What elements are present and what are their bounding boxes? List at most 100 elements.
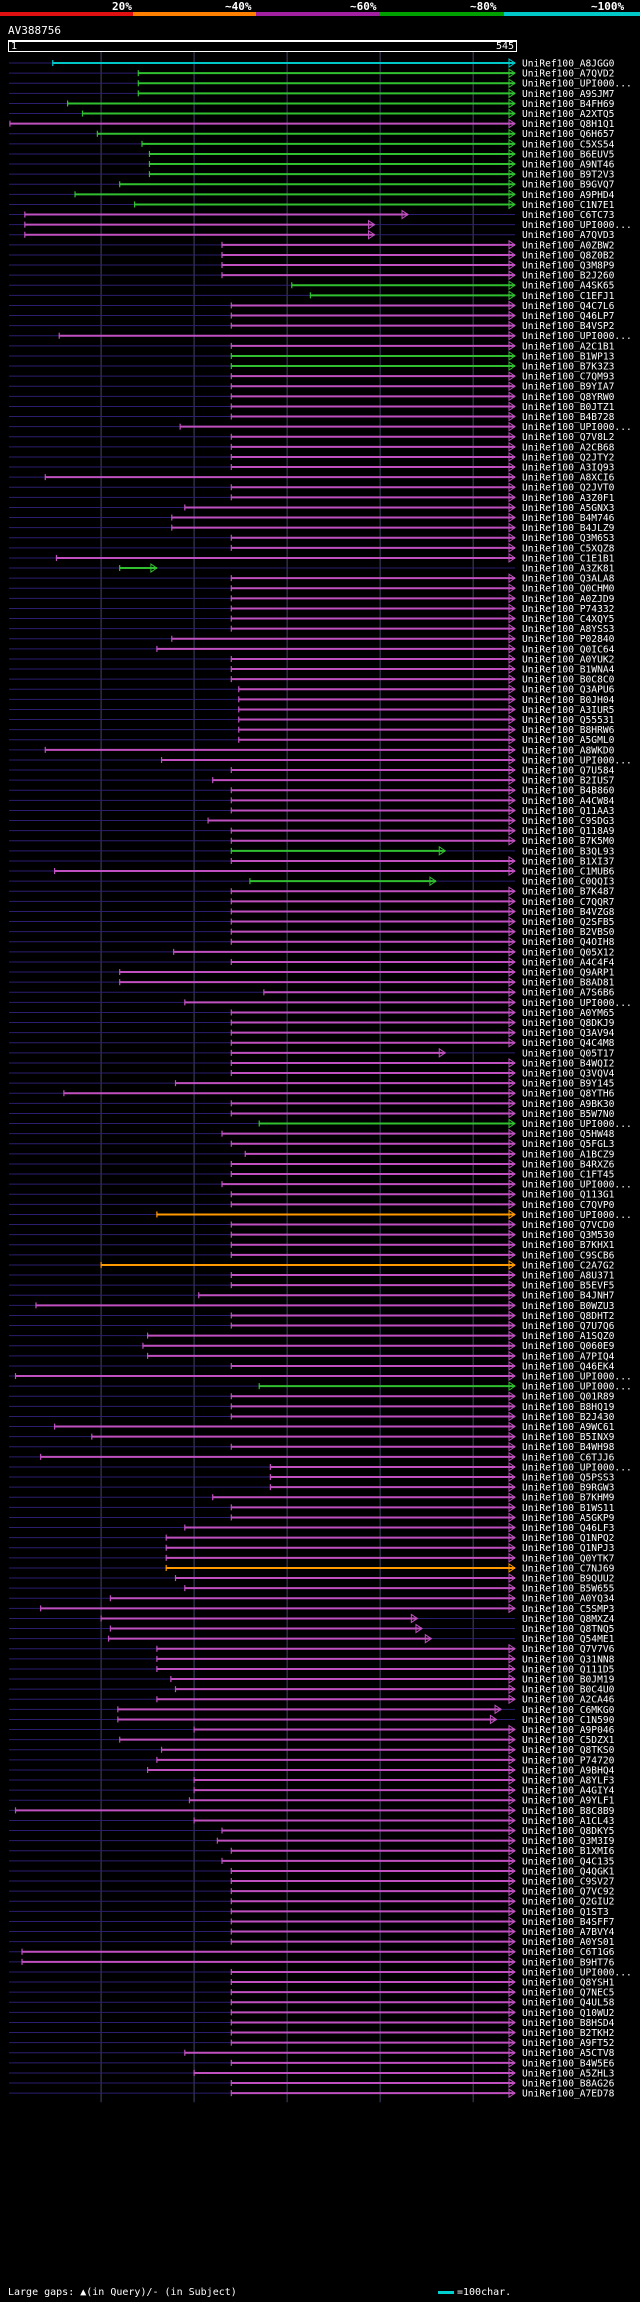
hit-label[interactable]: UniRef100_A0YM65 [522, 1008, 614, 1019]
hit-label[interactable]: UniRef100_Q10WU2 [522, 2008, 614, 2019]
hit-label[interactable]: UniRef100_Q5HW48 [522, 1129, 615, 1140]
hit-label[interactable]: UniRef100_Q55531 [522, 715, 615, 726]
hit-label[interactable]: UniRef100_B4VSP2 [522, 321, 614, 332]
hit-label[interactable]: UniRef100_B7K487 [522, 887, 615, 898]
hit-label[interactable]: UniRef100_B4M746 [522, 513, 615, 524]
hit-label[interactable]: UniRef100_C4XQY5 [522, 614, 614, 625]
hit-label[interactable]: UniRef100_Q8H1Q1 [522, 119, 615, 130]
hit-label[interactable]: UniRef100_Q3ALA8 [522, 574, 615, 585]
hit-label[interactable]: UniRef100_Q111D5 [522, 1664, 614, 1675]
hit-label[interactable]: UniRef100_B1WP13 [522, 351, 615, 362]
hit-label[interactable]: UniRef100_A5ZHL3 [522, 2068, 615, 2079]
hit-label[interactable]: UniRef100_B0JM19 [522, 1674, 615, 1685]
hit-label[interactable]: UniRef100_Q54ME1 [522, 1634, 615, 1645]
hit-label[interactable]: UniRef100_A9PHD4 [522, 190, 615, 201]
hit-label[interactable]: UniRef100_B4W5E6 [522, 2058, 615, 2069]
hit-label[interactable]: UniRef100_Q46LP7 [522, 311, 615, 322]
hit-label[interactable]: UniRef100_B9T2V3 [522, 170, 615, 181]
hit-label[interactable]: UniRef100_A0YS01 [522, 1937, 615, 1948]
hit-label[interactable]: UniRef100_Q4C135 [522, 1856, 614, 1867]
hit-label[interactable]: UniRef100_C9SCB6 [522, 1250, 615, 1261]
hit-label[interactable]: UniRef100_P74720 [522, 1755, 615, 1766]
hit-label[interactable]: UniRef100_A8YSS3 [522, 624, 615, 635]
hit-label[interactable]: UniRef100_C1FT45 [522, 1169, 614, 1180]
hit-label[interactable]: UniRef100_Q4QGK1 [522, 1866, 615, 1877]
hit-label[interactable]: UniRef100_A9FT52 [522, 2038, 614, 2049]
hit-label[interactable]: UniRef100_B8AG26 [522, 2078, 615, 2089]
hit-label[interactable]: UniRef100_A4GIY4 [522, 1786, 615, 1797]
hit-label[interactable]: UniRef100_Q3M530 [522, 1230, 615, 1241]
hit-label[interactable]: UniRef100_C7QVP0 [522, 1200, 615, 1211]
hit-label[interactable]: UniRef100_Q060E9 [522, 1341, 615, 1352]
hit-label[interactable]: UniRef100_Q0CHM0 [522, 584, 615, 595]
hit-label[interactable]: UniRef100_A0YQ34 [522, 1594, 615, 1605]
hit-label[interactable]: UniRef100_B4WQI2 [522, 1058, 614, 1069]
hit-label[interactable]: UniRef100_C6TJJ6 [522, 1452, 615, 1463]
hit-label[interactable]: UniRef100_A4CW84 [522, 796, 615, 807]
hit-label[interactable]: UniRef100_UPI000... [522, 1119, 632, 1130]
hit-label[interactable]: UniRef100_Q4OIH8 [522, 937, 615, 948]
hit-label[interactable]: UniRef100_A8JGG0 [522, 58, 615, 69]
hit-label[interactable]: UniRef100_UPI000... [522, 1371, 632, 1382]
hit-label[interactable]: UniRef100_B8HQ19 [522, 1402, 615, 1413]
hit-label[interactable]: UniRef100_B7KHM9 [522, 1493, 615, 1504]
hit-label[interactable]: UniRef100_Q0YTK7 [522, 1553, 615, 1564]
hit-label[interactable]: UniRef100_UPI000... [522, 998, 632, 1009]
hit-label[interactable]: UniRef100_UPI000... [522, 1462, 632, 1473]
hit-label[interactable]: UniRef100_A7BVY4 [522, 1927, 615, 1938]
hit-label[interactable]: UniRef100_Q3M8P9 [522, 260, 615, 271]
hit-label[interactable]: UniRef100_A9SJM7 [522, 89, 615, 100]
hit-label[interactable]: UniRef100_A3Z0F1 [522, 493, 615, 504]
hit-label[interactable]: UniRef100_Q4C4M8 [522, 1038, 615, 1049]
hit-label[interactable]: UniRef100_A5CTV8 [522, 2048, 615, 2059]
hit-label[interactable]: UniRef100_UPI000... [522, 220, 632, 231]
hit-label[interactable]: UniRef100_Q5PSS3 [522, 1472, 615, 1483]
hit-label[interactable]: UniRef100_Q7V8L2 [522, 432, 614, 443]
hit-label[interactable]: UniRef100_C1MUB6 [522, 866, 615, 877]
hit-label[interactable]: UniRef100_B0JH04 [522, 695, 615, 706]
hit-label[interactable]: UniRef100_Q3VQV4 [522, 1068, 615, 1079]
hit-label[interactable]: UniRef100_B9GVQ7 [522, 180, 615, 191]
hit-label[interactable]: UniRef100_A3IQ93 [522, 462, 615, 473]
hit-label[interactable]: UniRef100_Q0IC64 [522, 644, 615, 655]
hit-label[interactable]: UniRef100_B9QUU2 [522, 1573, 614, 1584]
hit-label[interactable]: UniRef100_C1N590 [522, 1715, 615, 1726]
hit-label[interactable]: UniRef100_A5GKP9 [522, 1513, 615, 1524]
hit-label[interactable]: UniRef100_B5W7N0 [522, 1109, 615, 1120]
hit-label[interactable]: UniRef100_Q8YSH1 [522, 1977, 615, 1988]
hit-label[interactable]: UniRef100_A4C4F4 [522, 957, 615, 968]
hit-label[interactable]: UniRef100_B2J260 [522, 271, 615, 282]
hit-label[interactable]: UniRef100_B8AD81 [522, 978, 615, 989]
hit-label[interactable]: UniRef100_C1E1B1 [522, 553, 615, 564]
hit-label[interactable]: UniRef100_C6T1G6 [522, 1947, 615, 1958]
hit-label[interactable]: UniRef100_A9NT46 [522, 159, 615, 170]
hit-label[interactable]: UniRef100_B4VZG8 [522, 907, 615, 918]
hit-label[interactable]: UniRef100_B0WZU3 [522, 1301, 615, 1312]
hit-label[interactable]: UniRef100_A7QVD2 [522, 69, 614, 80]
hit-label[interactable]: UniRef100_A1CL43 [522, 1816, 615, 1827]
hit-label[interactable]: UniRef100_B0JTZ1 [522, 402, 615, 413]
hit-label[interactable]: UniRef100_Q8Z0B2 [522, 250, 614, 261]
hit-label[interactable]: UniRef100_Q31NN8 [522, 1654, 615, 1665]
hit-label[interactable]: UniRef100_C7QM93 [522, 372, 615, 383]
hit-label[interactable]: UniRef100_B2VBS0 [522, 927, 615, 938]
hit-label[interactable]: UniRef100_UPI000... [522, 331, 632, 342]
hit-label[interactable]: UniRef100_B4WH98 [522, 1442, 615, 1453]
hit-label[interactable]: UniRef100_A7ED78 [522, 2089, 615, 2100]
hit-label[interactable]: UniRef100_Q05X12 [522, 947, 614, 958]
hit-label[interactable]: UniRef100_Q3M6S3 [522, 533, 615, 544]
hit-label[interactable]: UniRef100_A9BK30 [522, 1099, 615, 1110]
hit-label[interactable]: UniRef100_A3ZK81 [522, 563, 615, 574]
hit-label[interactable]: UniRef100_Q1ST3 [522, 1907, 609, 1918]
hit-label[interactable]: UniRef100_Q8DKY5 [522, 1826, 614, 1837]
hit-label[interactable]: UniRef100_A0ZBW2 [522, 240, 614, 251]
hit-label[interactable]: UniRef100_UPI000... [522, 755, 632, 766]
hit-label[interactable]: UniRef100_C9SDG3 [522, 816, 615, 827]
hit-label[interactable]: UniRef100_UPI000... [522, 79, 632, 90]
hit-label[interactable]: UniRef100_B5W655 [522, 1584, 614, 1595]
hit-label[interactable]: UniRef100_Q5FGL3 [522, 1139, 615, 1150]
hit-label[interactable]: UniRef100_C5SMP3 [522, 1604, 615, 1615]
hit-label[interactable]: UniRef100_B5EVF5 [522, 1281, 614, 1292]
hit-label[interactable]: UniRef100_Q8MXZ4 [522, 1614, 615, 1625]
hit-label[interactable]: UniRef100_Q2JVT0 [522, 483, 615, 494]
